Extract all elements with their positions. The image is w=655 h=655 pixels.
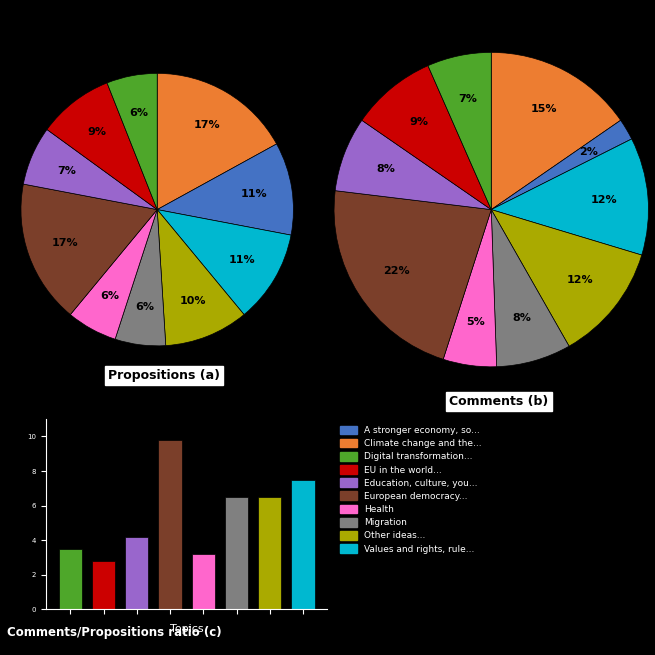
Wedge shape xyxy=(443,210,496,367)
Text: 11%: 11% xyxy=(241,189,267,199)
Wedge shape xyxy=(115,210,166,346)
Text: 9%: 9% xyxy=(88,127,107,137)
Text: 7%: 7% xyxy=(58,166,77,176)
Text: 12%: 12% xyxy=(567,275,593,285)
Text: 12%: 12% xyxy=(591,195,617,205)
Bar xyxy=(92,561,115,609)
Text: 8%: 8% xyxy=(376,164,395,174)
Wedge shape xyxy=(362,66,491,210)
Wedge shape xyxy=(491,121,631,210)
Text: 22%: 22% xyxy=(383,266,409,276)
Wedge shape xyxy=(491,210,642,346)
Legend: A stronger economy, so..., Climate change and the..., Digital transformation...,: A stronger economy, so..., Climate chang… xyxy=(339,424,483,555)
Wedge shape xyxy=(157,210,244,346)
Bar xyxy=(159,440,181,609)
Wedge shape xyxy=(157,73,276,210)
Wedge shape xyxy=(47,83,157,210)
Bar xyxy=(192,554,215,609)
Text: 11%: 11% xyxy=(229,255,255,265)
Wedge shape xyxy=(491,139,648,255)
X-axis label: Topics: Topics xyxy=(170,624,204,635)
Text: 10%: 10% xyxy=(180,296,206,306)
Text: 6%: 6% xyxy=(129,108,148,119)
Text: 15%: 15% xyxy=(531,104,557,115)
Bar xyxy=(125,536,149,609)
Text: 9%: 9% xyxy=(409,117,428,127)
Wedge shape xyxy=(157,210,291,314)
Wedge shape xyxy=(157,144,293,235)
Text: 17%: 17% xyxy=(52,238,78,248)
Text: 7%: 7% xyxy=(458,94,477,104)
Wedge shape xyxy=(491,52,621,210)
Bar xyxy=(291,479,314,609)
Text: 6%: 6% xyxy=(136,302,155,312)
Wedge shape xyxy=(491,210,569,367)
Wedge shape xyxy=(428,52,491,210)
Wedge shape xyxy=(70,210,157,339)
Text: 5%: 5% xyxy=(466,317,485,327)
Text: Propositions (a): Propositions (a) xyxy=(108,369,220,383)
Text: 2%: 2% xyxy=(579,147,598,157)
Text: 6%: 6% xyxy=(100,291,119,301)
Bar xyxy=(258,497,282,609)
Wedge shape xyxy=(24,130,157,210)
Text: Comments (b): Comments (b) xyxy=(449,395,549,408)
Wedge shape xyxy=(21,184,157,314)
Text: 17%: 17% xyxy=(194,120,221,130)
Wedge shape xyxy=(107,73,157,210)
Bar xyxy=(225,497,248,609)
Wedge shape xyxy=(335,121,491,210)
Text: 8%: 8% xyxy=(513,314,532,324)
Text: Comments/Propositions ratio (c): Comments/Propositions ratio (c) xyxy=(7,626,221,639)
Wedge shape xyxy=(334,191,491,360)
Bar xyxy=(59,549,82,609)
